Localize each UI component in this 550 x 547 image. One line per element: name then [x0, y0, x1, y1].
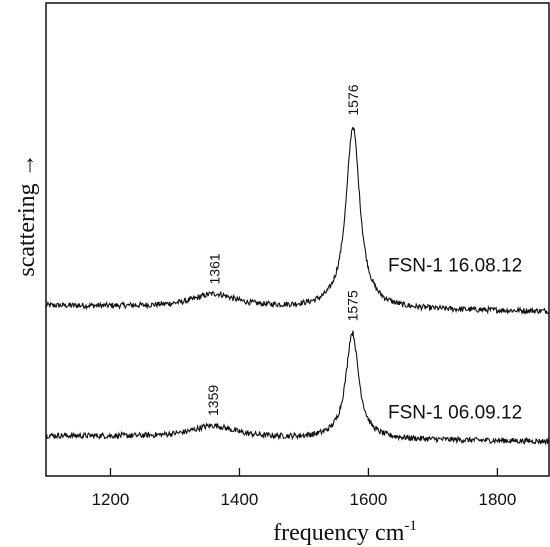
x-axis-title-exponent: -1 — [404, 518, 417, 534]
x-axis-title-text: frequency cm — [273, 520, 405, 546]
x-tick-label: 1800 — [478, 490, 516, 509]
spectrum-line — [45, 330, 550, 446]
plot-border — [45, 2, 550, 477]
peak-label: 1361 — [206, 253, 222, 284]
y-axis-title: scattering → — [14, 153, 40, 276]
x-ticks: 1200 1400 1600 1800 — [92, 468, 516, 509]
plot-frame — [45, 2, 550, 477]
x-tick-label: 1600 — [350, 490, 388, 509]
peak-label: 1359 — [205, 385, 221, 416]
series-name-label: FSN-1 06.09.12 — [388, 402, 522, 423]
series-name-label: FSN-1 16.08.12 — [388, 256, 522, 277]
x-axis-title: frequency cm-1 — [273, 518, 417, 546]
peak-label: 1575 — [344, 290, 360, 321]
spectrum-line — [45, 126, 550, 315]
peak-labels: 1361 1576 1359 1575 — [205, 84, 361, 416]
x-tick-label: 1400 — [221, 490, 259, 509]
x-tick-label: 1200 — [92, 490, 130, 509]
series-labels: FSN-1 16.08.12 FSN-1 06.09.12 — [388, 256, 522, 424]
peak-label: 1576 — [345, 84, 361, 115]
series-lines — [45, 126, 550, 446]
